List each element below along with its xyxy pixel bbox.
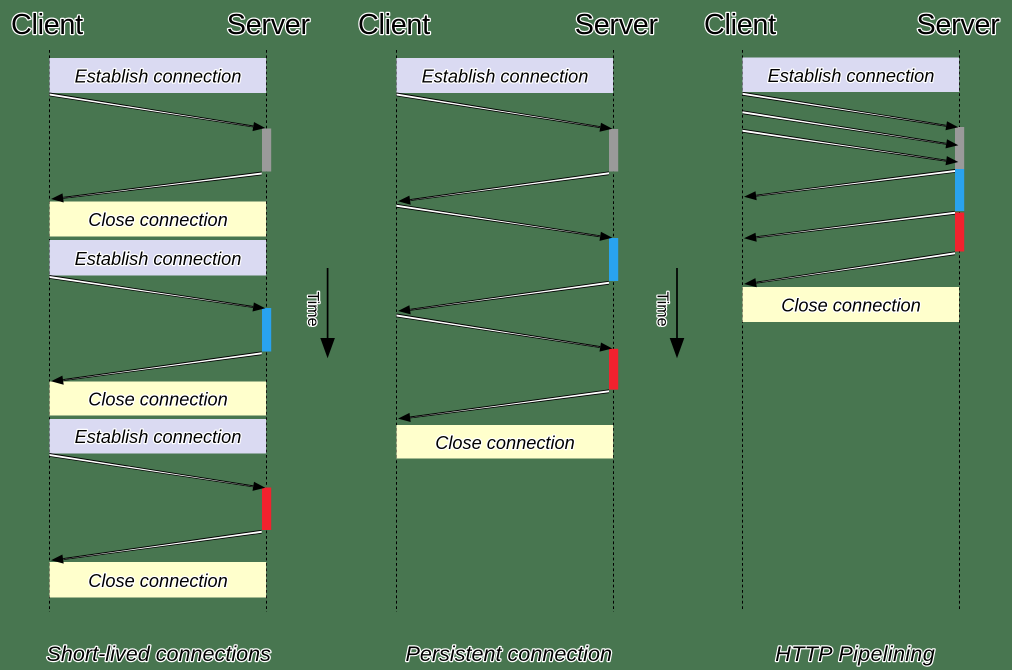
svg-text:Server: Server: [917, 9, 1001, 41]
svg-text:Establish connection: Establish connection: [75, 249, 242, 269]
svg-text:Time: Time: [304, 292, 321, 327]
svg-text:Client: Client: [704, 9, 776, 41]
svg-text:Establish connection: Establish connection: [75, 249, 242, 269]
svg-text:Persistent connection: Persistent connection: [406, 641, 612, 666]
svg-text:HTTP Pipelining: HTTP Pipelining: [775, 641, 935, 666]
svg-text:Short-lived connections: Short-lived connections: [47, 641, 272, 666]
svg-text:Establish connection: Establish connection: [422, 67, 589, 87]
svg-text:Server: Server: [227, 9, 311, 41]
svg-text:Establish connection: Establish connection: [75, 67, 242, 87]
svg-text:Establish connection: Establish connection: [768, 66, 935, 86]
svg-text:HTTP Pipelining: HTTP Pipelining: [775, 641, 935, 666]
svg-text:Time: Time: [654, 292, 671, 327]
svg-text:Client: Client: [358, 9, 430, 41]
svg-text:Close connection: Close connection: [435, 433, 575, 453]
svg-text:Establish connection: Establish connection: [75, 427, 242, 447]
svg-text:Close connection: Close connection: [781, 296, 921, 316]
svg-text:Close connection: Close connection: [435, 433, 575, 453]
svg-text:Time: Time: [304, 292, 321, 327]
svg-text:Close connection: Close connection: [88, 390, 228, 410]
svg-text:Establish connection: Establish connection: [75, 427, 242, 447]
svg-text:Client: Client: [704, 9, 776, 41]
svg-text:Establish connection: Establish connection: [422, 67, 589, 87]
svg-text:Server: Server: [575, 9, 659, 41]
svg-text:Establish connection: Establish connection: [75, 67, 242, 87]
svg-text:Client: Client: [11, 9, 83, 41]
svg-text:Server: Server: [917, 9, 1001, 41]
svg-text:Persistent connection: Persistent connection: [406, 641, 612, 666]
svg-text:Close connection: Close connection: [88, 210, 228, 230]
svg-text:Time: Time: [654, 292, 671, 327]
svg-text:Client: Client: [358, 9, 430, 41]
svg-text:Establish connection: Establish connection: [768, 66, 935, 86]
svg-text:Close connection: Close connection: [781, 296, 921, 316]
svg-text:Short-lived connections: Short-lived connections: [47, 641, 272, 666]
svg-text:Server: Server: [227, 9, 311, 41]
svg-text:Client: Client: [11, 9, 83, 41]
svg-text:Close connection: Close connection: [88, 210, 228, 230]
svg-text:Close connection: Close connection: [88, 390, 228, 410]
svg-text:Server: Server: [575, 9, 659, 41]
svg-text:Close connection: Close connection: [88, 571, 228, 591]
svg-text:Close connection: Close connection: [88, 571, 228, 591]
